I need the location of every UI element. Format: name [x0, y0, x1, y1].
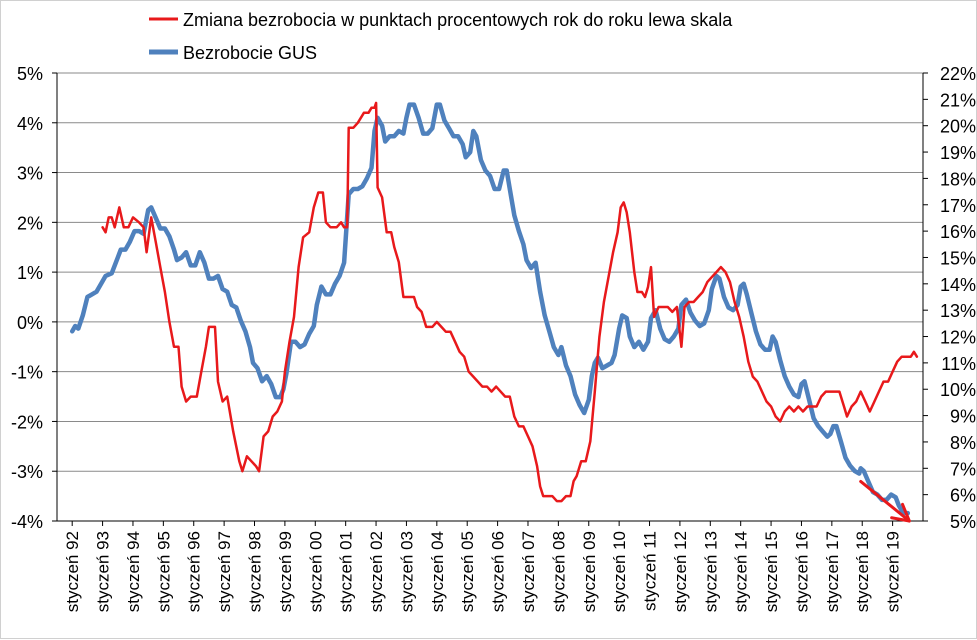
- x-tick-label: styczeń 19: [884, 531, 903, 612]
- right-axis-ticks: 22% 21% 20% 19% 18% 17% 16% 15% 14% 13% 12% 11% 10% 9…: [940, 64, 976, 532]
- axes: [52, 72, 928, 526]
- right-tick-label: 7%: [950, 459, 976, 479]
- x-tick-label: styczeń 94: [124, 531, 143, 612]
- x-tick-label: styczeń 93: [94, 531, 113, 612]
- left-tick-label: -3%: [11, 462, 43, 482]
- left-tick-label: 5%: [17, 64, 43, 84]
- legend-label-blue: Bezrobocie GUS: [183, 43, 317, 63]
- right-tick-label: 6%: [950, 486, 976, 506]
- x-tick-label: styczeń 03: [397, 531, 416, 612]
- right-tick-label: 15%: [940, 248, 976, 268]
- x-tick-label: styczeń 12: [671, 531, 690, 612]
- right-tick-label: 16%: [940, 222, 976, 242]
- x-tick-label: styczeń 15: [762, 531, 781, 612]
- left-tick-label: 3%: [17, 164, 43, 184]
- x-tick-label: styczeń 14: [732, 531, 751, 612]
- left-tick-label: -2%: [11, 412, 43, 432]
- x-tick-label: styczeń 09: [580, 531, 599, 612]
- left-tick-label: 2%: [17, 213, 43, 233]
- legend: Zmiana bezrobocia w punktach procentowyc…: [149, 10, 733, 63]
- x-tick-label: styczeń 99: [276, 531, 295, 612]
- x-tick-label: styczeń 07: [519, 531, 538, 612]
- right-tick-label: 11%: [941, 354, 976, 374]
- right-tick-label: 13%: [940, 301, 976, 321]
- left-axis-ticks: 5% 4% 3% 2% 1% 0% -1% -2% -3% -4%: [11, 64, 43, 532]
- x-tick-label: styczeń 10: [610, 531, 629, 612]
- right-tick-label: 22%: [940, 64, 976, 84]
- left-tick-label: 4%: [17, 114, 43, 134]
- right-tick-label: 20%: [940, 117, 976, 137]
- x-tick-label: styczeń 92: [63, 531, 82, 612]
- right-tick-label: 10%: [940, 380, 976, 400]
- x-tick-label: styczeń 06: [489, 531, 508, 612]
- right-tick-label: 17%: [940, 196, 976, 216]
- x-tick-label: styczeń 18: [853, 531, 872, 612]
- x-tick-label: styczeń 17: [823, 531, 842, 612]
- series-line-unemployment-gus: [69, 102, 911, 516]
- series-lines: [69, 101, 919, 516]
- x-tick-label: styczeń 97: [215, 531, 234, 612]
- x-axis-labels: styczeń 92 styczeń 93 styczeń 94 styczeń 95…: [63, 531, 902, 612]
- right-tick-label: 14%: [940, 275, 976, 295]
- x-tick-label: styczeń 98: [246, 531, 265, 612]
- x-tick-label: styczeń 11: [641, 531, 660, 611]
- left-tick-label: 1%: [17, 263, 43, 283]
- x-tick-label: styczeń 96: [185, 531, 204, 612]
- annotations: [859, 479, 911, 523]
- x-tick-label: styczeń 02: [367, 531, 386, 612]
- right-tick-label: 19%: [940, 143, 976, 163]
- right-tick-label: 12%: [940, 328, 976, 348]
- trend-arrow: [859, 479, 911, 523]
- x-tick-label: styczeń 13: [701, 531, 720, 612]
- gridlines: [57, 72, 923, 522]
- x-tick-label: styczeń 95: [154, 531, 173, 612]
- x-tick-label: styczeń 01: [337, 531, 356, 612]
- series-line-unemployment-change: [101, 101, 919, 503]
- right-tick-label: 18%: [940, 169, 976, 189]
- x-tick-label: styczeń 08: [549, 531, 568, 612]
- x-tick-label: styczeń 00: [306, 531, 325, 612]
- legend-label-red: Zmiana bezrobocia w punktach procentowyc…: [183, 10, 733, 30]
- right-tick-label: 9%: [950, 407, 976, 427]
- x-tick-label: styczeń 16: [792, 531, 811, 612]
- x-tick-label: styczeń 05: [458, 531, 477, 612]
- left-tick-label: -4%: [11, 512, 43, 532]
- right-tick-label: 8%: [950, 433, 976, 453]
- left-tick-label: -1%: [11, 363, 43, 383]
- x-tick-label: styczeń 04: [428, 531, 447, 612]
- left-tick-label: 0%: [17, 313, 43, 333]
- right-tick-label: 5%: [950, 512, 976, 532]
- right-tick-label: 21%: [940, 90, 976, 110]
